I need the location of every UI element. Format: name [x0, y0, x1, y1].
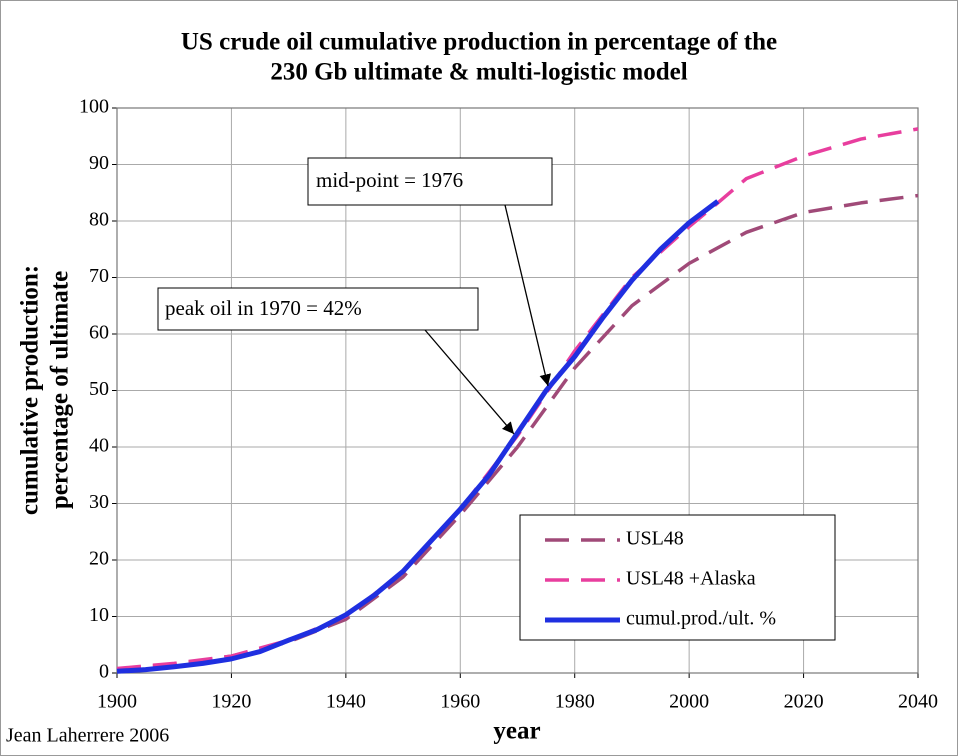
y-tick-label: 100 [79, 96, 109, 118]
y-axis-label: percentage of ultimate [47, 271, 74, 509]
y-tick-label: 30 [89, 491, 109, 513]
x-tick-label: 1900 [97, 691, 137, 713]
legend-label: cumul.prod./ult. % [626, 608, 776, 630]
arrow [424, 329, 515, 435]
x-tick-label: 1980 [555, 691, 595, 713]
annotation-box [157, 287, 479, 331]
y-tick-label: 0 [99, 661, 109, 683]
annotation-text: mid-point = 1976 [316, 168, 463, 192]
legend: USL48 USL48 +Alaska cumul.prod./ult. % [519, 514, 836, 641]
annotation-box [307, 157, 553, 206]
y-tick-label: 40 [89, 435, 109, 457]
y-tick-label: 50 [89, 378, 109, 400]
chart-title: US crude oil cumulative production in pe… [181, 29, 777, 56]
x-tick-label: 1940 [326, 691, 366, 713]
arrow [504, 204, 551, 387]
y-tick-label: 60 [89, 322, 109, 344]
y-tick-label: 10 [89, 604, 109, 626]
annotation: peak oil in 1970 = 42% [157, 287, 515, 435]
x-tick-label: 2020 [784, 691, 824, 713]
legend-label: USL48 +Alaska [626, 568, 756, 590]
credit: Jean Laherrere 2006 [6, 725, 169, 747]
series-line [116, 127, 919, 671]
plot-border [116, 107, 919, 674]
y-tick-label: 90 [89, 152, 109, 174]
y-axis-label: cumulative production: [17, 265, 44, 515]
y-tick-label: 70 [89, 265, 109, 287]
legend-label: USL48 [626, 528, 684, 550]
y-tick-label: 20 [89, 548, 109, 570]
x-tick-label: 1960 [440, 691, 480, 713]
y-tick-label: 80 [89, 209, 109, 231]
x-tick-label: 1920 [211, 691, 251, 713]
x-tick-label: 2000 [669, 691, 709, 713]
annotation: mid-point = 1976 [307, 157, 553, 387]
x-tick-label: 2040 [898, 691, 938, 713]
chart-title: 230 Gb ultimate & multi-logistic model [270, 59, 687, 86]
series-line [116, 199, 720, 674]
annotation-text: peak oil in 1970 = 42% [165, 296, 362, 320]
x-axis-label: year [493, 718, 540, 745]
